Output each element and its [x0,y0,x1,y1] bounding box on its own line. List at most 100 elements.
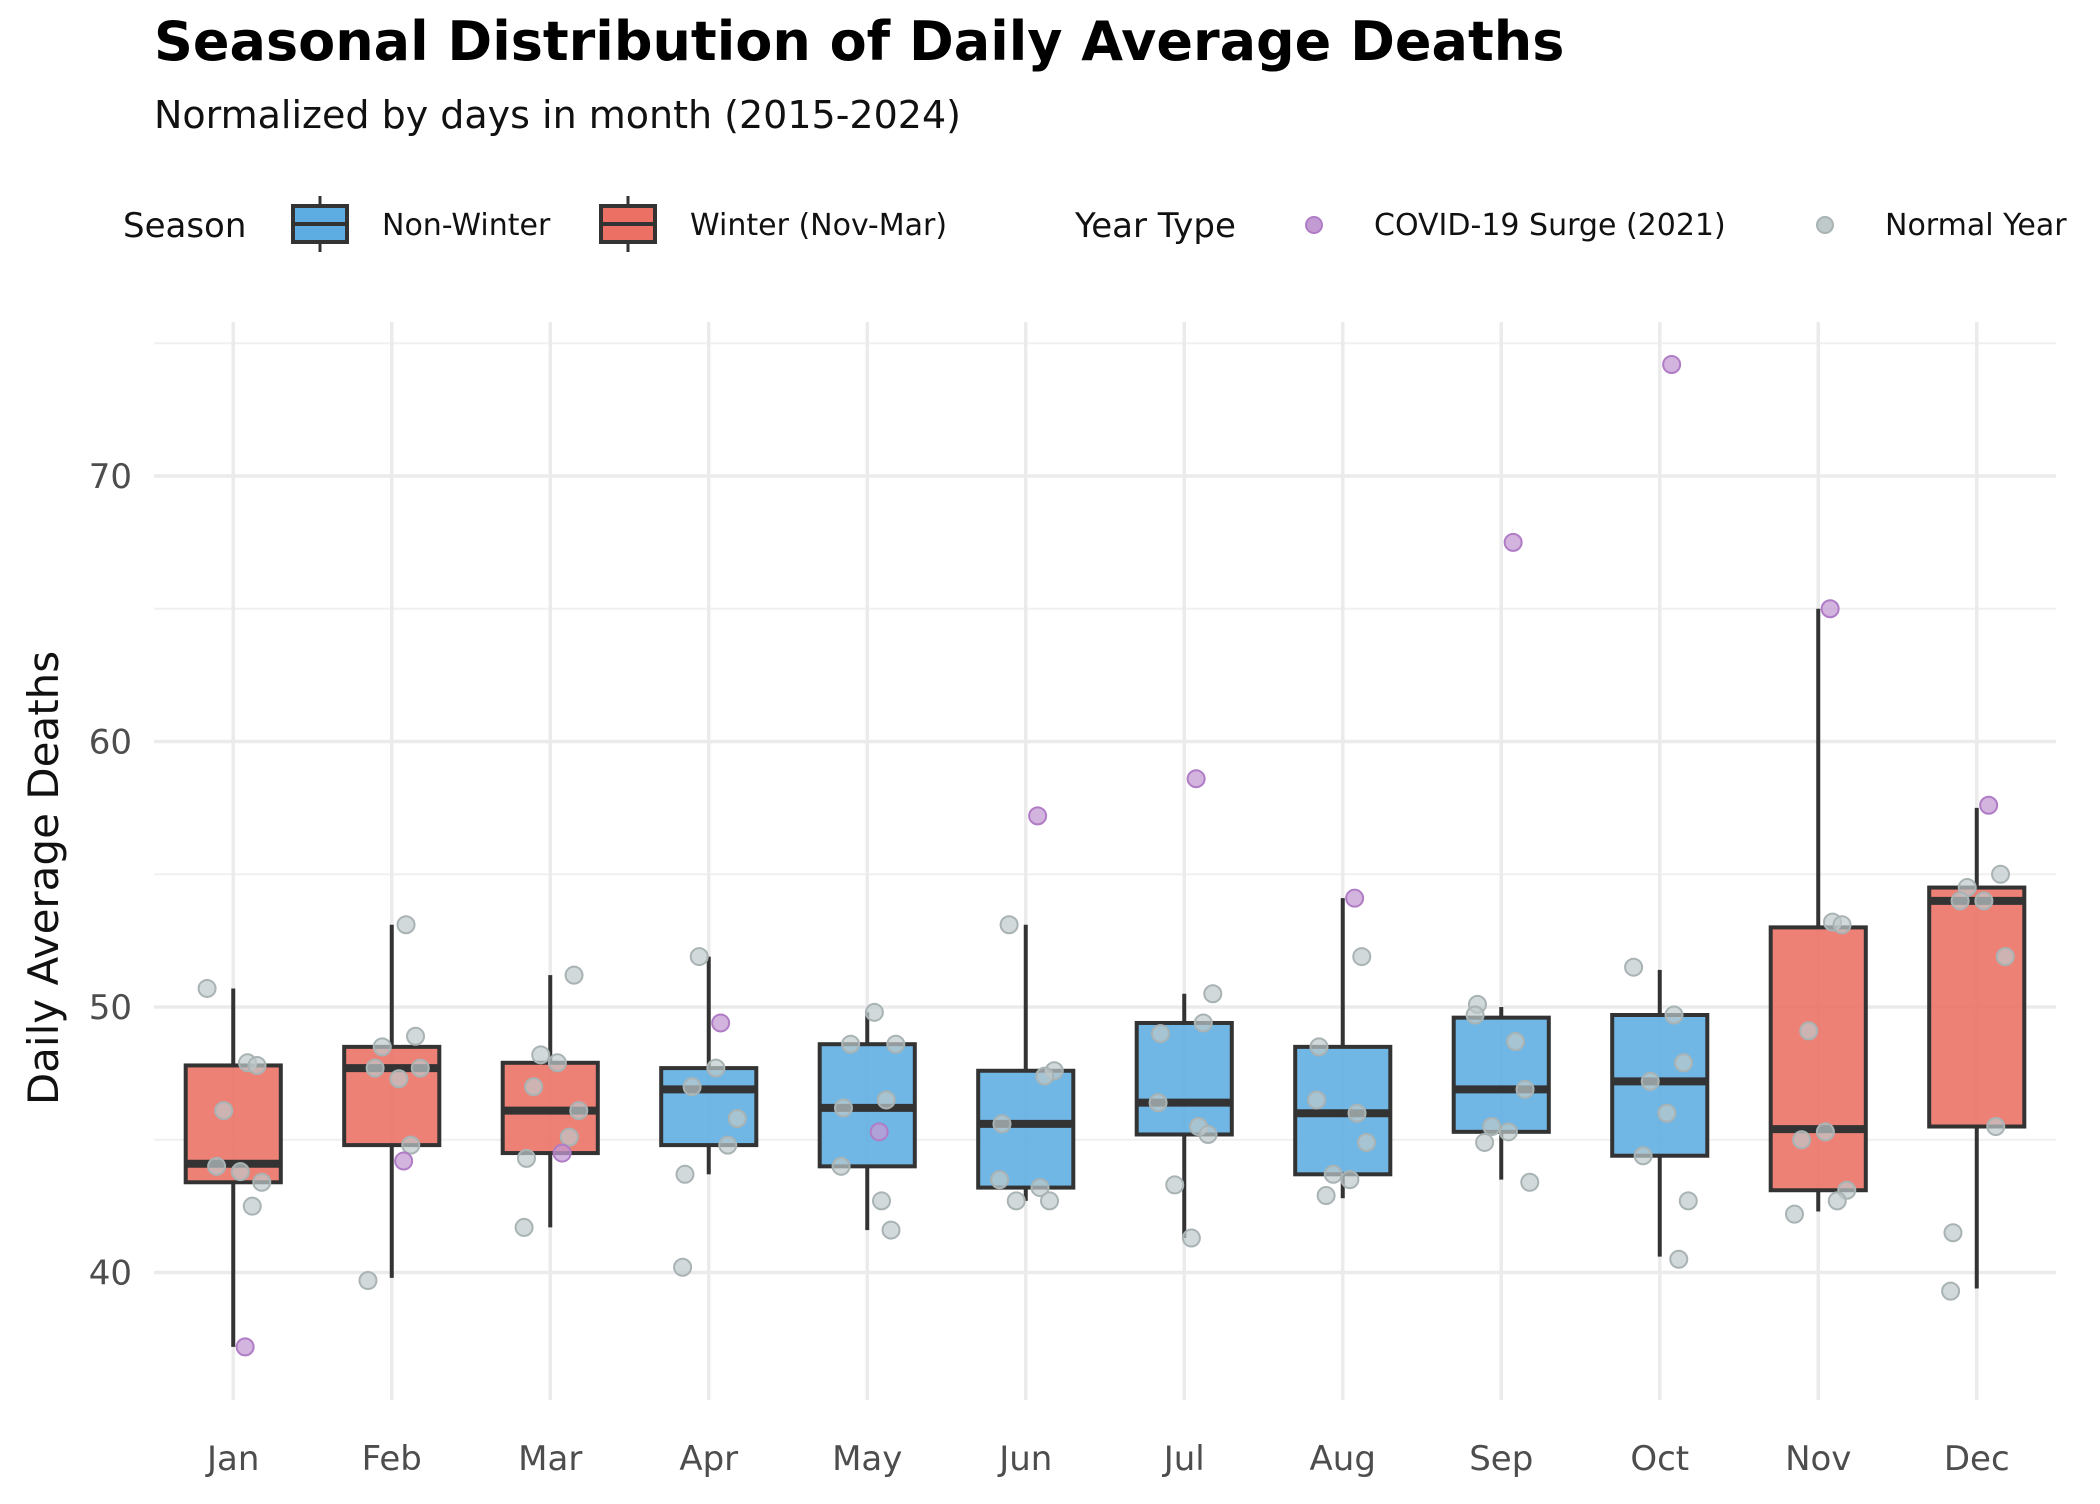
legend-label-covid: COVID-19 Surge (2021) [1374,208,1726,243]
point-normal [524,1077,544,1097]
point-normal [881,1220,901,1240]
point-normal [247,1055,267,1075]
legend-item-non-winter[interactable]: Non-Winter [291,196,551,252]
box-mar[interactable] [500,975,600,1228]
legend-label-winter: Winter (Nov-Mar) [690,208,947,243]
box-iqr [976,1068,1076,1190]
legend: Season Non-Winter Winter (Nov-Mar) Year … [123,196,2067,252]
box-nov[interactable] [1768,608,1868,1212]
point-normal [1498,1122,1518,1142]
point-normal [673,1257,693,1277]
point-normal [514,1217,534,1237]
point-normal [864,1002,884,1022]
point-covid [1186,769,1206,789]
point-normal [1040,1191,1060,1211]
box-iqr [1451,1015,1551,1134]
x-tick-label: Mar [518,1439,582,1479]
legend-item-covid[interactable]: COVID-19 Surge (2021) [1305,208,1726,243]
x-tick-label: Oct [1630,1439,1689,1479]
point-normal [727,1109,747,1129]
point-normal [1148,1093,1168,1113]
point-normal [718,1135,738,1155]
x-axis-ticks: Jan Feb Mar Apr May Jun Jul Aug Sep Oct … [205,1439,2010,1479]
legend-title-year-type: Year Type [1074,206,1236,246]
legend-title-season: Season [123,206,246,246]
x-tick-label: Feb [362,1439,422,1479]
points [197,354,2015,1357]
point-normal [833,1098,853,1118]
point-normal [992,1114,1012,1134]
boxes [183,608,2027,1347]
box-oct[interactable] [1610,969,1710,1257]
point-normal [1181,1228,1201,1248]
x-tick-label: Aug [1310,1439,1376,1479]
point-covid [1028,806,1048,826]
legend-item-normal[interactable]: Normal Year [1816,208,2067,243]
point-normal [1347,1103,1367,1123]
box-dec[interactable] [1927,807,2027,1289]
point-normal [1995,947,2015,967]
legend-label-normal: Normal Year [1885,208,2067,243]
y-axis-title: Daily Average Deaths [19,651,68,1105]
point-normal [876,1090,896,1110]
point-normal [358,1271,378,1291]
point-normal [999,915,1019,935]
point-normal [1506,1032,1526,1052]
box-aug[interactable] [1293,898,1393,1199]
legend-item-winter[interactable]: Winter (Nov-Mar) [599,196,947,252]
point-covid [1345,888,1365,908]
box-sep[interactable] [1451,1007,1551,1180]
point-normal [1815,1122,1835,1142]
point-normal [569,1101,589,1121]
point-normal [1515,1079,1535,1099]
box-feb[interactable] [342,924,442,1278]
point-normal [372,1037,392,1057]
point-normal [214,1101,234,1121]
box-apr[interactable] [659,956,759,1175]
box-jun[interactable] [976,924,1076,1201]
point-normal [1827,1191,1847,1211]
point-normal [1624,957,1644,977]
point-normal [396,915,416,935]
box-iqr [1768,925,1868,1193]
box-iqr [1134,1020,1234,1137]
y-tick-label: 40 [89,1254,132,1294]
point-normal [1307,1090,1327,1110]
point-normal [516,1148,536,1168]
point-normal [1832,915,1852,935]
x-tick-label: Dec [1944,1439,2010,1479]
box-iqr [659,1066,759,1148]
y-tick-label: 70 [89,457,132,497]
point-normal [990,1170,1010,1190]
x-tick-label: Nov [1785,1439,1851,1479]
point-normal [1340,1170,1360,1190]
point-normal [1006,1191,1026,1211]
legend-key-covid [1305,216,1323,234]
box-jan[interactable] [183,988,283,1347]
x-tick-label: Sep [1469,1439,1533,1479]
point-covid [235,1337,255,1357]
point-normal [410,1058,430,1078]
point-normal [886,1034,906,1054]
x-tick-label: Jul [1162,1439,1205,1479]
point-covid [1503,532,1523,552]
chart-title: Seasonal Distribution of Daily Average D… [154,10,1564,73]
point-normal [242,1196,262,1216]
grid [154,322,2056,1400]
box-jul[interactable] [1134,993,1234,1239]
point-covid [394,1151,414,1171]
x-tick-label: May [832,1439,902,1479]
point-normal [1030,1178,1050,1198]
point-normal [1352,947,1372,967]
point-normal [1475,1132,1495,1152]
y-tick-label: 60 [89,723,132,763]
point-normal [689,947,709,967]
point-normal [1991,864,2011,884]
point-covid [869,1122,889,1142]
point-normal [1784,1204,1804,1224]
legend-key-normal [1816,216,1834,234]
point-normal [675,1164,695,1184]
x-tick-label: Apr [679,1439,738,1479]
point-normal [1943,1223,1963,1243]
